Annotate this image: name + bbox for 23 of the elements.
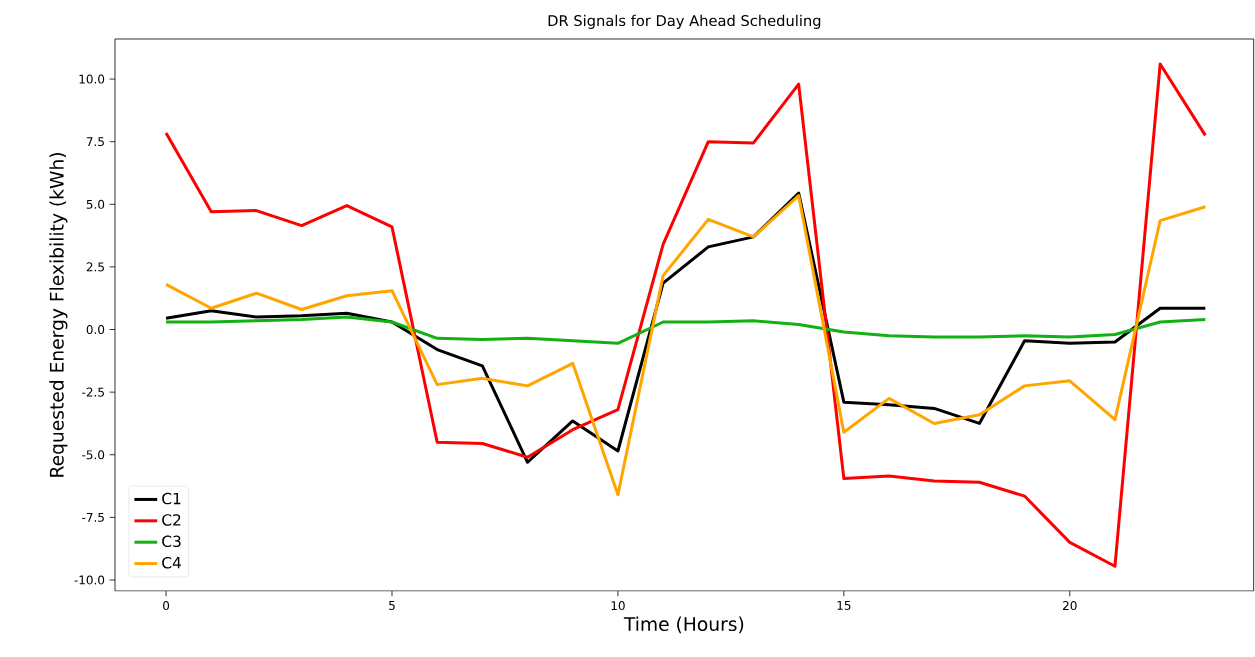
legend-label: C3 [162,535,181,548]
x-axis-title: Time (Hours) [623,616,744,634]
x-tick-label: 0 [163,601,170,611]
y-tick-label: -5.0 [82,450,105,460]
chart-title: DR Signals for Day Ahead Scheduling [548,14,821,29]
y-tick-label: -2.5 [82,387,104,397]
legend-label: C2 [162,514,181,526]
line-series [164,62,1207,568]
x-tick-label: 20 [1063,601,1077,611]
line-series [164,315,1207,345]
x-tick-label: 15 [837,601,851,610]
y-tick-label: -7.5 [82,512,104,522]
y-tick-label: 0.0 [86,324,105,335]
legend-label: C4 [162,556,181,569]
legend-label: C1 [162,492,181,505]
x-tick-label: 10 [611,601,625,611]
y-axis-title: Requested Energy Flexibility (kWh) [49,153,68,477]
y-tick-label: 10.0 [79,74,105,84]
y-tick-label: 7.5 [86,137,104,147]
y-tick-label: 2.5 [86,262,104,272]
y-tick-label: 5.0 [86,199,105,209]
y-tick-label: -10.0 [74,575,105,585]
x-tick-label: 5 [389,601,395,610]
